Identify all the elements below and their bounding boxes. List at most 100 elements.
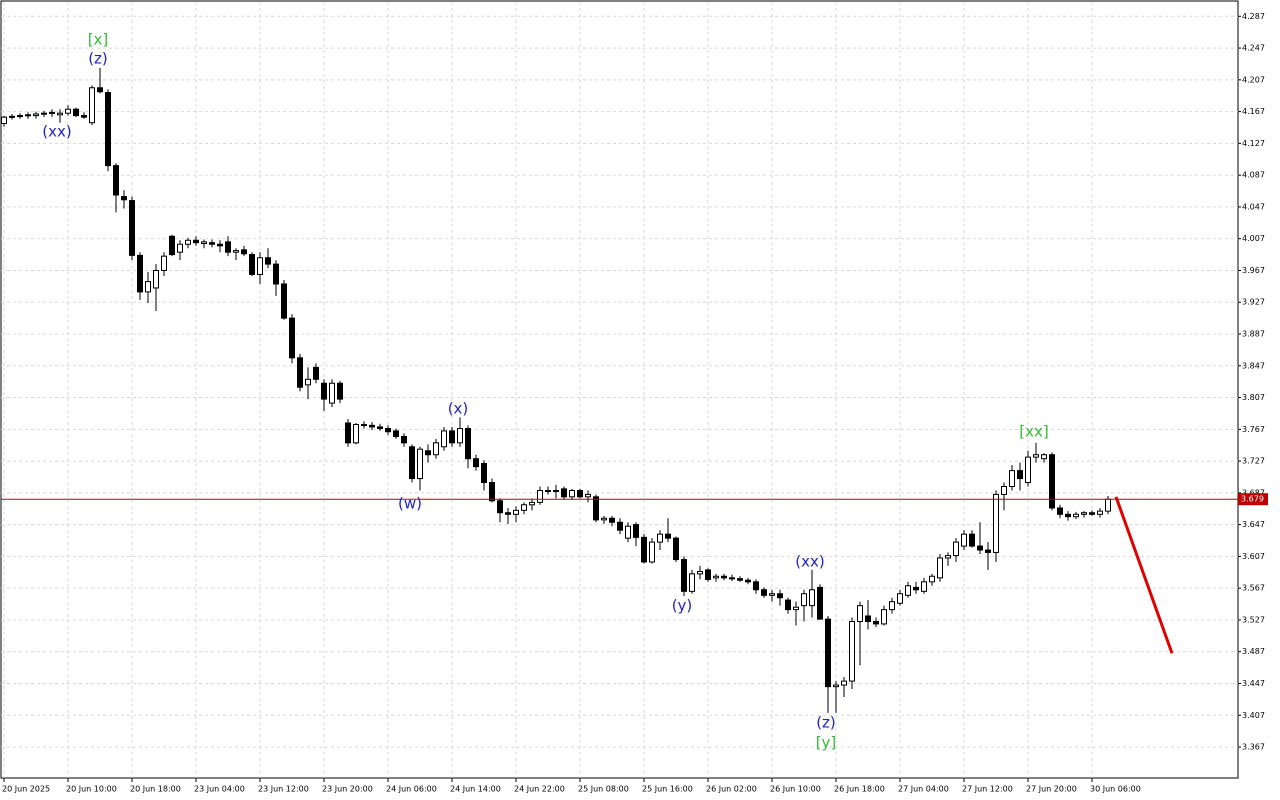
candle-body xyxy=(89,87,95,124)
candle-body xyxy=(281,283,287,319)
candle-body xyxy=(393,430,399,437)
candle-body xyxy=(905,585,911,596)
candle-body xyxy=(457,428,463,444)
candle-body xyxy=(865,615,871,623)
y-tick-label: 3.887 xyxy=(1242,330,1265,339)
plot-frame xyxy=(0,0,1239,779)
candle-body xyxy=(753,581,759,591)
candle-body xyxy=(953,541,959,557)
candle-body xyxy=(1065,513,1071,518)
x-tick-label: 20 Jun 18:00 xyxy=(130,785,181,794)
y-tick-label: 3.967 xyxy=(1242,266,1265,275)
y-tick-label: 3.527 xyxy=(1242,615,1265,624)
y-tick-label: 3.367 xyxy=(1242,743,1265,752)
candle-body xyxy=(713,575,719,579)
candle-body xyxy=(313,366,319,380)
wave-label: (xx) xyxy=(795,553,824,571)
candle-body xyxy=(665,533,671,539)
candle-body xyxy=(697,570,703,575)
candle-body xyxy=(481,462,487,484)
wave-label: [xx] xyxy=(1019,423,1048,441)
candle-body xyxy=(1081,512,1087,515)
candle-body xyxy=(65,108,71,114)
candle-body xyxy=(537,489,543,503)
y-tick-label: 3.607 xyxy=(1242,552,1265,561)
candle-body xyxy=(745,579,751,583)
candle-body xyxy=(273,263,279,285)
candle-body xyxy=(961,533,967,547)
wave-label: (y) xyxy=(672,597,693,615)
last-price-box xyxy=(1238,493,1268,506)
candle-body xyxy=(857,605,863,623)
candle-body xyxy=(505,512,511,515)
candle-body xyxy=(257,257,263,275)
wave-label: [x] xyxy=(88,31,109,49)
candle-body xyxy=(913,586,919,591)
candle-body xyxy=(345,422,351,444)
candle-body xyxy=(569,489,575,498)
candle-body xyxy=(249,254,255,275)
candle-body xyxy=(153,269,159,289)
candle-body xyxy=(625,525,631,539)
candle-body xyxy=(473,458,479,468)
candle-body xyxy=(793,606,799,611)
candle-body xyxy=(1041,454,1047,460)
candle-body xyxy=(41,112,47,115)
y-tick-label: 3.807 xyxy=(1242,393,1265,402)
candle-body xyxy=(577,489,583,498)
candle-body xyxy=(633,524,639,538)
x-tick-label: 23 Jun 12:00 xyxy=(258,785,309,794)
candle-body xyxy=(945,555,951,559)
candle-body xyxy=(937,557,943,579)
candle-body xyxy=(1017,470,1023,480)
candle-body xyxy=(105,92,111,167)
candle-body xyxy=(657,533,663,543)
candle-body xyxy=(1089,512,1095,515)
candle-body xyxy=(873,621,879,625)
candle-body xyxy=(49,111,55,114)
candle-body xyxy=(9,115,15,118)
candle-body xyxy=(1057,507,1063,515)
y-tick-label: 4.007 xyxy=(1242,234,1265,243)
candle-body xyxy=(729,577,735,580)
candle-body xyxy=(337,382,343,400)
candle-body xyxy=(353,424,359,444)
candle-body xyxy=(161,255,167,271)
candle-body xyxy=(489,482,495,502)
candle-body xyxy=(841,680,847,686)
x-tick-label: 20 Jun 10:00 xyxy=(66,785,117,794)
candle-body xyxy=(817,586,823,620)
candle-body xyxy=(761,589,767,596)
y-tick-label: 3.687 xyxy=(1242,488,1265,497)
wave-label: (z) xyxy=(816,714,836,732)
candle-body xyxy=(289,317,295,359)
candle-body xyxy=(777,593,783,599)
y-tick-label: 3.767 xyxy=(1242,425,1265,434)
candle-body xyxy=(649,541,655,563)
candle-body xyxy=(521,504,527,511)
x-tick-label: 24 Jun 14:00 xyxy=(450,785,501,794)
y-tick-label: 4.247 xyxy=(1242,44,1265,53)
candle-body xyxy=(985,549,991,553)
x-tick-label: 26 Jun 10:00 xyxy=(770,785,821,794)
candle-body xyxy=(785,599,791,611)
x-tick-label: 27 Jun 04:00 xyxy=(898,785,949,794)
candle-body xyxy=(145,281,151,293)
x-tick-label: 24 Jun 22:00 xyxy=(514,785,565,794)
candle-body xyxy=(513,509,519,515)
candle-body xyxy=(297,357,303,388)
y-tick-label: 3.447 xyxy=(1242,679,1265,688)
candle-body xyxy=(673,537,679,561)
candle-body xyxy=(553,489,559,492)
candle-body xyxy=(689,573,695,592)
candle-body xyxy=(217,243,223,247)
candle-body xyxy=(121,196,127,201)
candle-body xyxy=(177,243,183,253)
candle-body xyxy=(417,448,423,480)
x-tick-label: 20 Jun 2025 xyxy=(2,785,50,794)
wave-label: (w) xyxy=(398,495,422,513)
candle-body xyxy=(825,618,831,688)
y-tick-label: 4.287 xyxy=(1242,12,1265,21)
candle-body xyxy=(545,489,551,492)
